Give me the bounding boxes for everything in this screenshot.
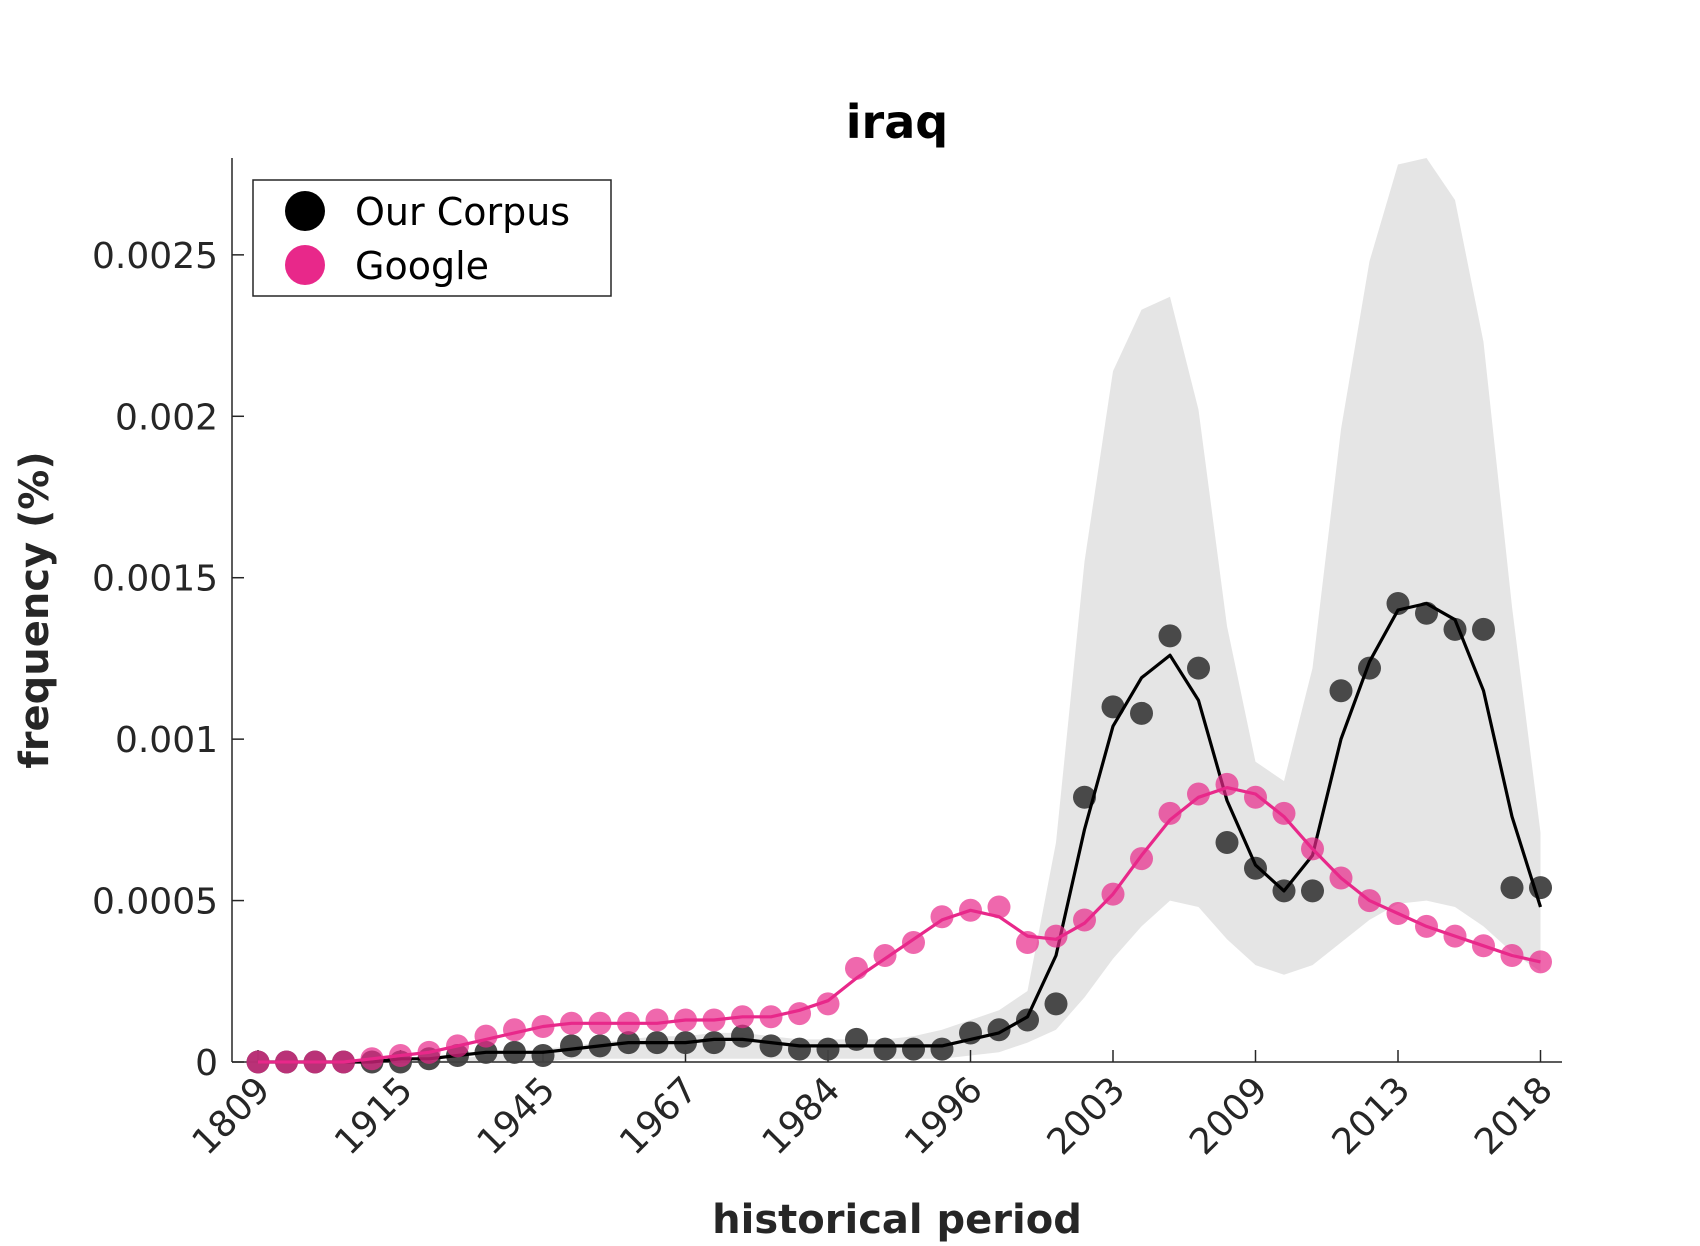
data-point — [1301, 879, 1324, 903]
series-layer — [246, 592, 1552, 1074]
x-tick-label: 1915 — [327, 1069, 421, 1163]
data-point — [1130, 701, 1153, 725]
data-point — [1044, 992, 1068, 1016]
data-point — [731, 1024, 754, 1048]
data-point — [816, 1037, 840, 1061]
data-point — [531, 1044, 555, 1068]
data-point — [1044, 924, 1068, 948]
data-point — [1158, 624, 1182, 648]
data-point — [1101, 695, 1125, 719]
y-axis-title: frequency (%) — [12, 451, 58, 768]
data-point — [1500, 876, 1524, 900]
chart-title: iraq — [846, 95, 948, 149]
data-point — [1244, 856, 1267, 880]
data-point — [1187, 656, 1210, 680]
x-tick-label: 1945 — [470, 1069, 564, 1163]
y-tick-label: 0.0025 — [92, 236, 218, 277]
data-point — [645, 1008, 669, 1032]
x-tick-label: 1984 — [755, 1069, 849, 1163]
legend-label-google: Google — [355, 244, 489, 288]
data-point — [1529, 950, 1552, 974]
data-point — [1158, 801, 1182, 825]
series-google — [246, 772, 1552, 1074]
x-tick-label: 2013 — [1325, 1069, 1419, 1163]
data-point — [759, 1034, 783, 1058]
y-tick-label: 0.0015 — [92, 559, 218, 600]
data-point — [873, 1037, 897, 1061]
x-tick-label: 1967 — [612, 1069, 706, 1163]
data-point — [930, 1037, 954, 1061]
smoothed-line — [258, 601, 1543, 1064]
data-point — [1244, 785, 1267, 809]
data-point — [788, 1037, 811, 1061]
data-point — [1272, 801, 1296, 825]
data-point — [1329, 679, 1353, 703]
data-point — [902, 1037, 925, 1061]
data-point — [1187, 782, 1210, 806]
x-tick-label: 2003 — [1040, 1069, 1134, 1163]
series-our-corpus — [246, 592, 1552, 1074]
x-tick-label: 1996 — [897, 1069, 991, 1163]
x-tick-label: 2009 — [1182, 1069, 1276, 1163]
data-point — [1016, 1008, 1039, 1032]
legend-marker-google — [285, 245, 325, 285]
data-point — [560, 1034, 583, 1058]
legend-label-our-corpus: Our Corpus — [355, 190, 570, 234]
data-point — [1215, 830, 1239, 854]
legend-marker-our-corpus — [285, 191, 325, 231]
legend: Our Corpus Google — [252, 179, 612, 297]
data-point — [702, 1031, 726, 1055]
y-tick-label: 0.002 — [115, 397, 218, 438]
smoothed-line — [258, 786, 1541, 1064]
x-tick-label: 2018 — [1467, 1069, 1561, 1163]
data-point — [1215, 772, 1239, 796]
y-tick-label: 0.0005 — [92, 882, 218, 923]
x-axis-title: historical period — [712, 1197, 1082, 1243]
y-tick-label: 0 — [195, 1043, 218, 1084]
y-tick-label: 0.001 — [115, 720, 218, 761]
data-point — [987, 895, 1011, 919]
data-point — [1472, 617, 1495, 641]
